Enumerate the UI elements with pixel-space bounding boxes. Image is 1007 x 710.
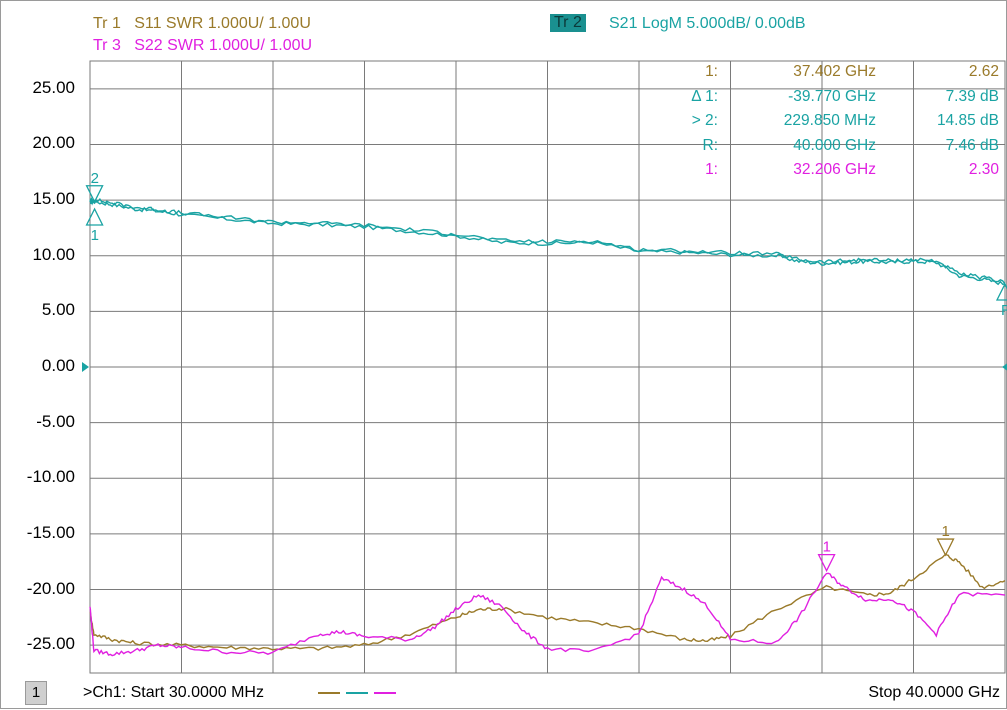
y-tick-label: 25.00 [32,77,75,97]
marker-name: Δ 1: [691,87,718,105]
marker-label: 1 [91,227,99,244]
y-tick-label: 20.00 [32,133,75,153]
trace-1-header[interactable]: Tr 1 S11 SWR 1.000U/ 1.00U [93,15,311,33]
marker-triangle [85,185,104,204]
marker-label: 2 [91,170,99,187]
marker-name: 1: [705,161,718,178]
y-tick-label: -5.00 [36,411,75,431]
start-frequency[interactable]: >Ch1: Start 30.0000 MHz [83,684,264,701]
reference-arrow-left [82,362,89,372]
y-tick-label: -15.00 [26,522,75,542]
marker-value: 7.39 dB [945,87,999,105]
stop-frequency[interactable]: Stop 40.0000 GHz [868,684,1000,701]
series-line-s22 [89,572,1006,657]
marker-value: 2.62 [968,63,999,80]
reference-arrow-right [1002,363,1007,371]
marker-frequency: 32.206 GHz [793,161,876,178]
y-tick-label: -20.00 [26,578,75,598]
y-tick-label: 0.00 [41,356,75,375]
channel-number-button[interactable]: 1 [25,681,47,705]
y-tick-label: 5.00 [41,300,75,320]
marker-label: R [1001,302,1007,319]
trace-2-badge[interactable]: Tr 2 [550,14,586,32]
marker-triangle [995,282,1007,301]
trace-2-desc: S21 LogM 5.000dB/ 0.00dB [609,15,806,32]
series-line-s21 [89,196,1006,285]
marker-name: > 2: [691,112,718,129]
marker-triangle [936,538,955,557]
trace-1-id: Tr 1 [93,15,121,32]
marker-value: 2.30 [968,161,999,178]
y-tick-label: -25.00 [26,634,75,654]
trace-3-desc: S22 SWR 1.000U/ 1.00U [134,37,313,54]
y-tick-label: 10.00 [32,244,75,264]
marker-value: 7.46 dB [945,136,999,154]
marker-name: 1: [705,63,718,80]
marker-frequency: 229.850 MHz [783,112,876,129]
chart-markers: 2 1 R 1 1 [85,170,1007,573]
marker-label: 1 [823,539,831,556]
chart-traces [89,196,1006,657]
marker-name: R: [702,136,719,154]
marker-triangle [817,553,836,573]
y-tick-label: 15.00 [32,189,75,209]
marker-triangle [85,207,104,226]
trace-3-id: Tr 3 [93,37,121,54]
trace-3-header[interactable]: Tr 3 S22 SWR 1.000U/ 1.00U [93,37,312,55]
marker-frequency: 37.402 GHz [793,63,876,80]
y-tick-label: -10.00 [26,467,75,487]
series-line-s11 [89,553,1006,651]
chart-grid [82,60,1007,674]
trace-legend-lines [318,692,396,694]
status-bar: 1 >Ch1: Start 30.0000 MHz Stop 40.0000 G… [1,679,1007,710]
marker-label: 1 [942,523,950,540]
marker-frequency: 40.000 GHz [793,136,876,154]
marker-frequency: -39.770 GHz [788,87,876,105]
marker-value: 14.85 dB [936,112,999,129]
trace-1-desc: S11 SWR 1.000U/ 1.00U [134,15,311,32]
